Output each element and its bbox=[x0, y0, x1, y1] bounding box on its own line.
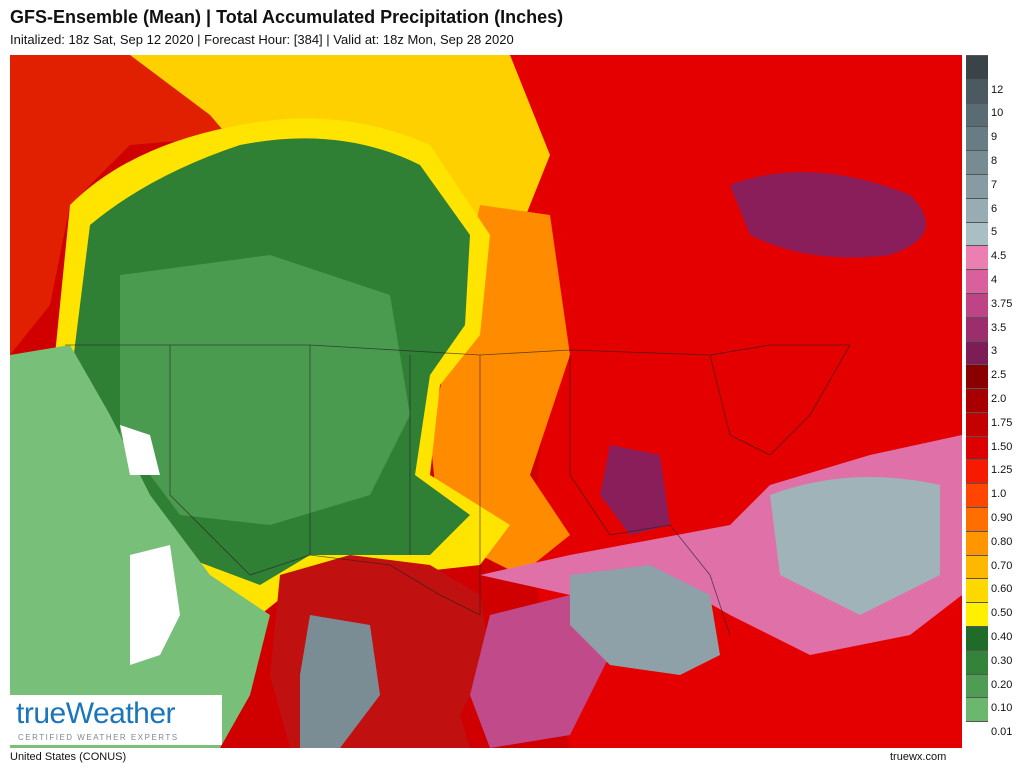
legend-label: 6 bbox=[991, 202, 998, 215]
legend-swatch bbox=[966, 55, 988, 79]
legend-label: 3.75 bbox=[991, 297, 1013, 310]
legend-label: 4 bbox=[991, 274, 998, 287]
legend-swatch bbox=[966, 126, 988, 151]
legend-label: 8 bbox=[991, 155, 998, 168]
legend-swatch bbox=[966, 459, 988, 484]
legend-label: 0.20 bbox=[991, 678, 1013, 691]
legend-swatch bbox=[966, 697, 988, 722]
legend-label: 3 bbox=[991, 345, 998, 358]
logo: trueWeather CERTIFIED WEATHER EXPERTS bbox=[10, 695, 222, 745]
legend-swatch bbox=[966, 435, 988, 460]
legend-label: 0.30 bbox=[991, 654, 1013, 667]
legend-swatch bbox=[966, 197, 988, 222]
legend-swatch bbox=[966, 673, 988, 698]
legend-label: 1.50 bbox=[991, 440, 1013, 453]
legend-swatch bbox=[966, 340, 988, 365]
legend-swatch bbox=[966, 721, 988, 745]
legend-label: 9 bbox=[991, 131, 998, 144]
legend-label: 0.80 bbox=[991, 535, 1013, 548]
legend-swatch bbox=[966, 602, 988, 627]
legend-label: 12 bbox=[991, 83, 1004, 96]
legend-swatch bbox=[966, 388, 988, 412]
legend: 12 10 9 8 7 6 5 4.5 4 3.75 3.5 3 2.5 2.0 1.75 1.50 1.25 1… bbox=[966, 55, 1022, 745]
legend-label: 0.90 bbox=[991, 511, 1013, 524]
legend-swatch bbox=[966, 102, 988, 127]
title: GFS-Ensemble (Mean) | Total Accumulated … bbox=[10, 7, 564, 27]
legend-swatch bbox=[966, 78, 988, 103]
legend-label: 10 bbox=[991, 107, 1004, 120]
legend-swatch bbox=[966, 530, 988, 555]
legend-label: 0.50 bbox=[991, 607, 1013, 620]
legend-swatch bbox=[966, 221, 988, 246]
legend-label: 0.10 bbox=[991, 702, 1013, 715]
legend-label: 0.01 bbox=[991, 726, 1013, 739]
legend-swatch bbox=[966, 507, 988, 531]
legend-label: 3.5 bbox=[991, 321, 1007, 334]
subtitle: Initalized: 18z Sat, Sep 12 2020 | Forec… bbox=[10, 32, 514, 47]
legend-swatch bbox=[966, 626, 988, 650]
legend-label: 1.25 bbox=[991, 464, 1013, 477]
legend-label: 1.75 bbox=[991, 416, 1013, 429]
legend-label: 1.0 bbox=[991, 488, 1007, 501]
legend-label: 4.5 bbox=[991, 250, 1007, 263]
legend-swatch bbox=[966, 150, 988, 174]
logo-name: trueWeather bbox=[16, 697, 176, 730]
legend-label: 2.5 bbox=[991, 369, 1007, 382]
legend-swatch bbox=[966, 316, 988, 341]
precipitation-map bbox=[10, 55, 962, 748]
legend-swatch bbox=[966, 173, 988, 198]
legend-swatch bbox=[966, 269, 988, 293]
legend-swatch bbox=[966, 649, 988, 674]
legend-swatch bbox=[966, 578, 988, 603]
legend-swatch bbox=[966, 483, 988, 508]
site-label: truewx.com bbox=[890, 751, 947, 763]
region-label: United States (CONUS) bbox=[10, 751, 127, 763]
legend-swatch bbox=[966, 364, 988, 389]
legend-label: 0.60 bbox=[991, 583, 1013, 596]
legend-swatch bbox=[966, 292, 988, 317]
legend-label: 2.0 bbox=[991, 393, 1007, 405]
logo-tagline: CERTIFIED WEATHER EXPERTS bbox=[18, 733, 179, 742]
legend-label: 0.40 bbox=[991, 630, 1013, 643]
legend-label: 7 bbox=[991, 178, 998, 191]
legend-label: 5 bbox=[991, 226, 998, 239]
legend-label: 0.70 bbox=[991, 559, 1013, 572]
legend-swatch bbox=[966, 245, 988, 270]
legend-swatch bbox=[966, 411, 988, 436]
legend-swatch bbox=[966, 554, 988, 579]
